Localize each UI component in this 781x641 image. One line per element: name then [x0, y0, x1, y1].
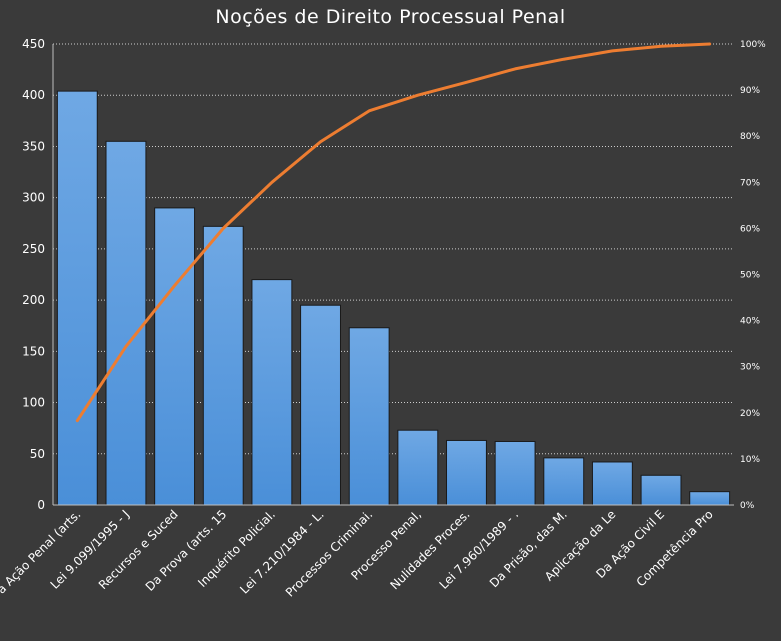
y-tick-label: 400 [22, 88, 45, 102]
bar [591, 461, 633, 506]
y-tick-label: 150 [22, 344, 45, 358]
x-tick-label: Lei 7.210/1984 - L. [237, 507, 326, 596]
y2-tick-label: 20% [740, 409, 760, 419]
cumulative-line [75, 42, 712, 423]
bar [640, 474, 682, 506]
y2-tick-label: 50% [740, 271, 760, 281]
y2-tick-label: 10% [740, 455, 760, 465]
y2-tick-label: 60% [740, 224, 760, 234]
bar [543, 457, 585, 506]
bar [105, 140, 147, 506]
bar [154, 207, 196, 506]
bar [494, 440, 536, 506]
y2-tick-label: 100% [740, 40, 766, 50]
x-tick-label: Da Prova (arts. 15 [143, 507, 230, 594]
bar [446, 439, 487, 506]
y2-tick-label: 40% [740, 317, 760, 327]
y-tick-label: 0 [37, 498, 45, 512]
x-tick-label: Da Ação Penal (arts. [0, 507, 83, 603]
y2-tick-label: 90% [740, 86, 760, 96]
bar [300, 304, 341, 506]
bar [251, 279, 293, 506]
y-tick-label: 300 [22, 191, 45, 205]
y2-tick-label: 30% [740, 363, 760, 373]
y2-tick-label: 80% [740, 132, 760, 142]
bar-series [56, 90, 731, 506]
y-tick-label: 350 [22, 139, 45, 153]
y-tick-label: 450 [22, 37, 45, 51]
bar [689, 491, 731, 506]
bar [202, 225, 244, 506]
y-tick-label: 250 [22, 242, 45, 256]
bar [397, 429, 439, 506]
chart-title: Noções de Direito Processual Penal [215, 6, 566, 28]
bar [348, 327, 390, 506]
x-tick-label: Processos Criminai. [283, 507, 375, 599]
y-tick-label: 50 [30, 447, 45, 461]
y-tick-label: 100 [22, 396, 45, 410]
y2-tick-label: 70% [740, 178, 760, 188]
bar [56, 90, 98, 506]
y2-tick-label: 0% [740, 501, 755, 511]
cumulative-line-series [75, 42, 712, 423]
y-tick-label: 200 [22, 293, 45, 307]
